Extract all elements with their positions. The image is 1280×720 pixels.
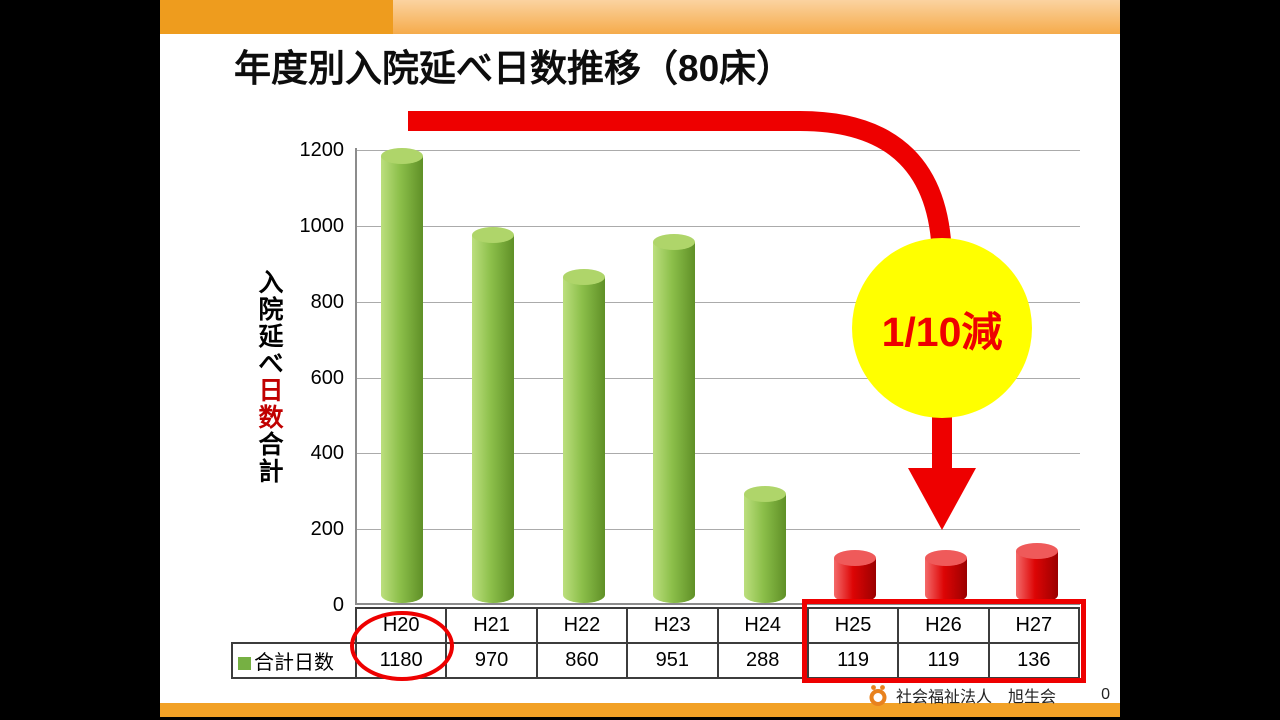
cylinder-top xyxy=(925,549,968,566)
legend-cell: 合計日数 xyxy=(231,642,357,679)
blank-cell xyxy=(232,608,356,643)
cylinder-body xyxy=(381,155,424,603)
bar-H22 xyxy=(562,268,605,603)
y-axis-title-char: 日 xyxy=(258,377,284,405)
gridline xyxy=(357,150,1080,151)
y-axis-title-char: 計 xyxy=(258,458,284,486)
y-axis-ticks: 0 200 400 600 800 1000 1200 xyxy=(278,139,348,628)
y-tick-label: 1000 xyxy=(299,214,345,237)
gridline xyxy=(357,453,1080,455)
value-cell: 288 xyxy=(716,642,809,679)
category-cell: H22 xyxy=(535,607,629,644)
y-axis-title-char: べ xyxy=(258,350,284,378)
header-bar-accent xyxy=(160,0,393,34)
value-cell: 136 xyxy=(987,642,1081,679)
cylinder-body xyxy=(1015,551,1058,603)
cylinder-top xyxy=(743,485,786,502)
organization-logo-icon xyxy=(869,685,887,706)
cylinder-body xyxy=(562,276,605,603)
gridline xyxy=(357,225,1080,227)
bar-H26 xyxy=(925,549,968,603)
bar-H23 xyxy=(653,234,696,603)
y-axis-title-char: 入 xyxy=(258,269,284,297)
y-tick-label: 400 xyxy=(310,442,344,465)
legend-label: 合計日数 xyxy=(254,652,334,674)
y-tick-label: 1200 xyxy=(299,139,345,161)
cylinder-top xyxy=(381,147,424,164)
value-cell: 860 xyxy=(535,642,629,679)
y-axis-title: 入院延べ日数合計 xyxy=(256,270,286,486)
h20-highlight-ellipse xyxy=(350,611,454,681)
bar-H20 xyxy=(381,147,424,603)
footer: 社会福祉法人 旭生会 0 xyxy=(866,683,1114,707)
y-tick-label: 0 xyxy=(332,594,344,616)
cylinder-top xyxy=(1015,543,1058,560)
reduction-callout: 1/10減 xyxy=(852,238,1032,418)
y-tick-label: 200 xyxy=(310,518,344,541)
page-number: 0 xyxy=(1101,686,1110,703)
category-cell: H23 xyxy=(626,607,719,644)
category-cell: H24 xyxy=(716,607,809,644)
cylinder-top xyxy=(834,549,877,566)
value-cell: 970 xyxy=(445,642,538,679)
category-cell: H26 xyxy=(897,607,990,644)
y-tick-label: 600 xyxy=(310,366,344,389)
cylinder-top xyxy=(562,268,605,285)
footer-bar xyxy=(160,703,1120,717)
header-bar xyxy=(393,0,1120,34)
bar-H27 xyxy=(1015,543,1058,603)
organization-name: 社会福祉法人 旭生会 xyxy=(896,689,1057,706)
y-tick-label: 800 xyxy=(310,290,344,313)
value-cell: 119 xyxy=(806,642,900,679)
cylinder-body xyxy=(471,235,514,603)
category-cell: H21 xyxy=(445,607,538,644)
y-axis-title-char: 数 xyxy=(258,404,284,432)
category-cell: H27 xyxy=(987,607,1081,644)
cylinder-body xyxy=(743,493,786,603)
cylinder-body xyxy=(653,242,696,603)
slide-body: 年度別入院延べ日数推移（80床） 入院延べ日数合計 0 200 400 600 800 1… xyxy=(160,0,1120,717)
bar-H24 xyxy=(743,485,786,603)
bar-H25 xyxy=(834,549,877,603)
h25-h27-highlight-box xyxy=(802,599,1086,683)
value-cell: 119 xyxy=(897,642,990,679)
y-axis-title-char: 院 xyxy=(258,296,284,324)
category-cell: H25 xyxy=(806,607,900,644)
y-axis-title-char: 合 xyxy=(258,431,284,459)
y-axis-title-char: 延 xyxy=(258,323,284,351)
bar-H21 xyxy=(471,227,514,603)
value-cell: 951 xyxy=(626,642,719,679)
legend-swatch xyxy=(238,657,251,670)
slide-title: 年度別入院延べ日数推移（80床） xyxy=(234,48,794,89)
gridline xyxy=(357,529,1080,531)
